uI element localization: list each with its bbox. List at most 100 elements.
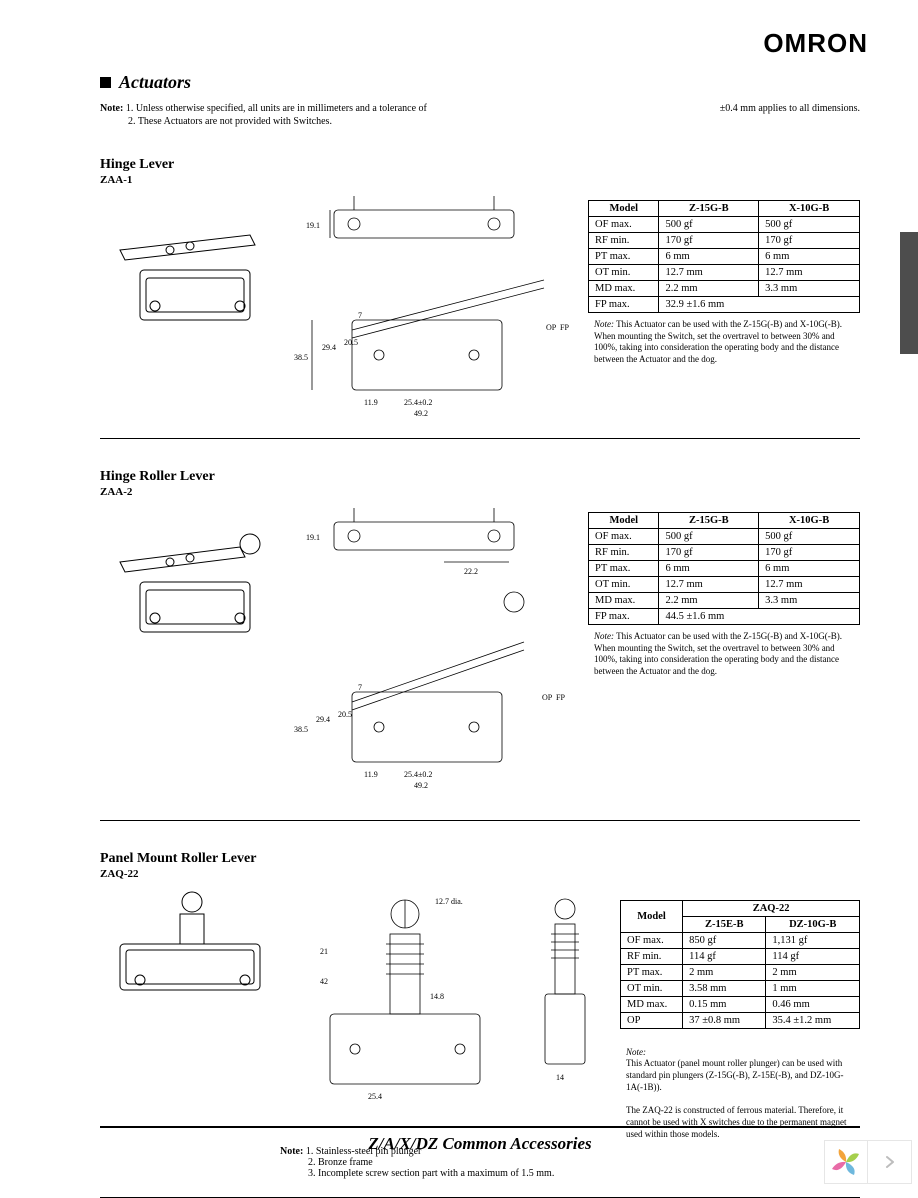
cell: 170 gf (759, 545, 860, 561)
svg-text:20.5: 20.5 (338, 710, 352, 719)
svg-text:22.2: 22.2 (464, 567, 478, 576)
table-note: Note: This Actuator can be used with the… (588, 319, 860, 366)
cell: 1,131 gf (766, 933, 860, 949)
cell: 3.58 mm (683, 981, 766, 997)
cell: OF max. (589, 217, 659, 233)
page-side-tab (900, 232, 918, 354)
cell: 12.7 mm (759, 577, 860, 593)
svg-text:11.9: 11.9 (364, 770, 378, 779)
cell: 2 mm (683, 965, 766, 981)
cell: OT min. (621, 981, 683, 997)
note-3: 3. Incomplete screw section part with a … (280, 1168, 554, 1179)
dimensional-drawing: 19.1 22.2 38.5 29.4 20.5 7 11.9 (294, 502, 574, 802)
cell: 2 mm (766, 965, 860, 981)
cell: MD max. (589, 281, 659, 297)
table-note: Note: This Actuator can be used with the… (588, 631, 860, 678)
th-z15gb: Z-15G-B (659, 201, 759, 217)
cell: RF min. (589, 233, 659, 249)
cell: 37 ±0.8 mm (683, 1013, 766, 1029)
spec-table-zaa1: Model Z-15G-B X-10G-B OF max.500 gf500 g… (588, 200, 860, 313)
cell: 500 gf (659, 529, 759, 545)
svg-text:11.9: 11.9 (364, 398, 378, 407)
svg-text:12.7 dia.: 12.7 dia. (435, 897, 463, 906)
cell: RF min. (621, 949, 683, 965)
product-code: ZAA-1 (100, 174, 860, 186)
cell: 500 gf (759, 217, 860, 233)
product-code: ZAQ-22 (100, 868, 860, 880)
isometric-drawing (100, 190, 280, 340)
svg-text:14: 14 (556, 1073, 564, 1082)
svg-text:38.5: 38.5 (294, 725, 308, 734)
cell: 1 mm (766, 981, 860, 997)
product-title: Panel Mount Roller Lever (100, 851, 860, 867)
note-2-text: 2. These Actuators are not provided with… (128, 116, 332, 127)
cell: 3.3 mm (759, 281, 860, 297)
svg-text:49.2: 49.2 (414, 781, 428, 790)
cell: 6 mm (759, 249, 860, 265)
section-title: Actuators (119, 72, 191, 93)
svg-text:20.5: 20.5 (344, 338, 358, 347)
svg-text:21: 21 (320, 947, 328, 956)
cell: 114 gf (683, 949, 766, 965)
brand-logo: OMRON (763, 28, 868, 59)
svg-text:FP: FP (556, 693, 565, 702)
cell: 12.7 mm (759, 265, 860, 281)
notes-row-1: Note: 1. Unless otherwise specified, all… (100, 103, 860, 114)
th-model: Model (589, 513, 659, 529)
th-x10gb: X-10G-B (759, 513, 860, 529)
cell: FP max. (589, 297, 659, 313)
cell: 6 mm (659, 561, 759, 577)
note-label: Note: (594, 631, 614, 641)
cell: MD max. (621, 997, 683, 1013)
note-1-text: 1. Unless otherwise specified, all units… (126, 103, 427, 114)
svg-text:25.4±0.2: 25.4±0.2 (404, 398, 432, 407)
th-z15gb: Z-15G-B (659, 513, 759, 529)
svg-text:OP: OP (546, 323, 557, 332)
cell: OF max. (621, 933, 683, 949)
cell: MD max. (589, 593, 659, 609)
svg-text:OP: OP (542, 693, 553, 702)
note-text: This Actuator can be used with the Z-15G… (594, 631, 842, 676)
cell: 500 gf (759, 529, 860, 545)
cell: OP (621, 1013, 683, 1029)
product-code: ZAA-2 (100, 486, 860, 498)
note-text: This Actuator can be used with the Z-15G… (594, 319, 842, 364)
note-label: Note: (626, 1047, 646, 1057)
dimensional-drawing-side: 14 (520, 884, 610, 1084)
divider (100, 438, 860, 439)
cell: FP max. (589, 609, 659, 625)
cell: OT min. (589, 577, 659, 593)
isometric-drawing (100, 502, 280, 652)
table-note: Note: This Actuator (panel mount roller … (620, 1035, 860, 1140)
svg-text:49.2: 49.2 (414, 409, 428, 418)
next-page-button[interactable] (868, 1140, 912, 1184)
cell: OF max. (589, 529, 659, 545)
svg-text:42: 42 (320, 977, 328, 986)
cell: 12.7 mm (659, 265, 759, 281)
cell: 850 gf (683, 933, 766, 949)
svg-text:14.8: 14.8 (430, 992, 444, 1001)
cell: 2.2 mm (659, 281, 759, 297)
cell: PT max. (589, 561, 659, 577)
cell: OT min. (589, 265, 659, 281)
svg-text:19.1: 19.1 (306, 221, 320, 230)
cell: 32.9 ±1.6 mm (659, 297, 860, 313)
note-label: Note: (594, 319, 614, 329)
th-x10gb: X-10G-B (759, 201, 860, 217)
svg-text:FP: FP (560, 323, 569, 332)
spec-table-zaq22: Model ZAQ-22 Z-15E-B DZ-10G-B OF max.850… (620, 900, 860, 1029)
note-2: 2. Bronze frame (280, 1157, 373, 1168)
chevron-right-icon (883, 1155, 897, 1169)
cell: PT max. (589, 249, 659, 265)
section-title-row: Actuators (100, 72, 860, 93)
cell: RF min. (589, 545, 659, 561)
th-model: Model (589, 201, 659, 217)
spec-table-zaa2: Model Z-15G-B X-10G-B OF max.500 gf500 g… (588, 512, 860, 625)
cell: 44.5 ±1.6 mm (659, 609, 860, 625)
footer-widget (824, 1140, 912, 1184)
cell: 0.15 mm (683, 997, 766, 1013)
dimensional-drawing: 19.1 38.5 29.4 20.5 7 11.9 25.4±0.2 49.2… (294, 190, 574, 420)
th-z15eb: Z-15E-B (683, 917, 766, 933)
cell: 170 gf (659, 233, 759, 249)
product-block-zaa2: Hinge Roller Lever ZAA-2 (100, 469, 860, 821)
